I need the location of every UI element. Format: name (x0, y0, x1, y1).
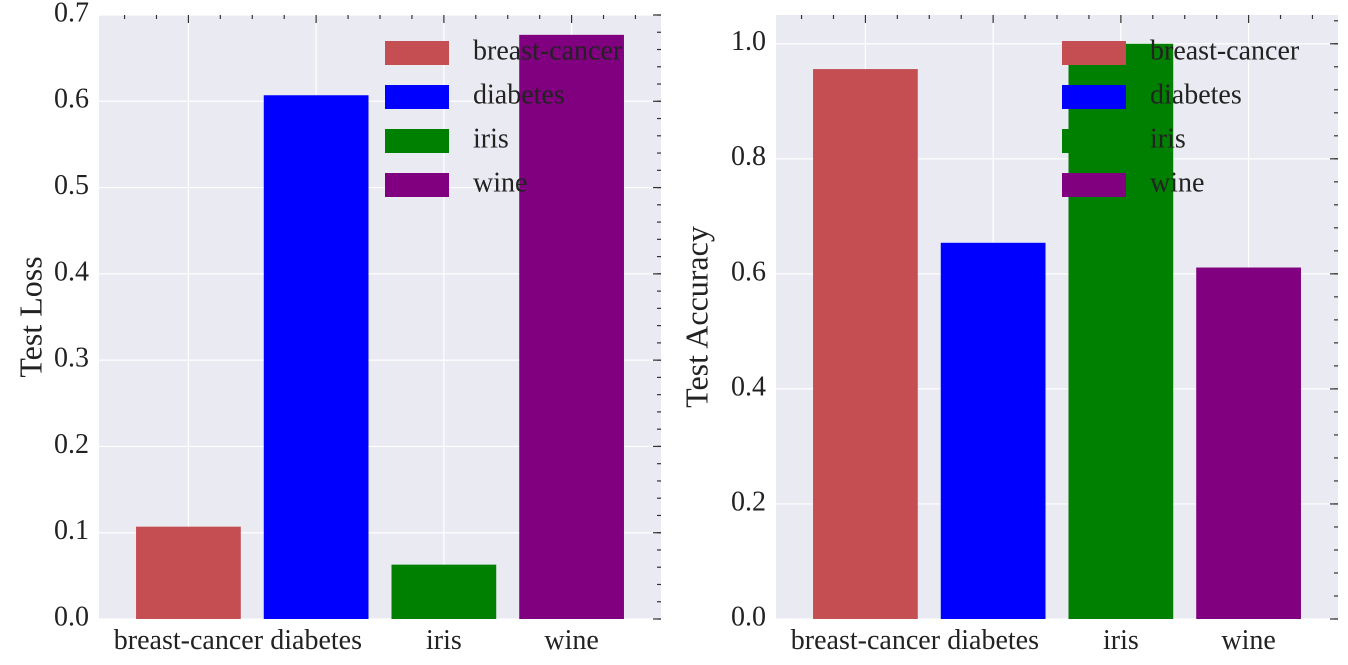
loss-y-tick-label: 0.0 (54, 601, 89, 632)
accuracy-bar-diabetes (940, 242, 1046, 619)
loss-bar-iris (391, 564, 497, 619)
loss-legend-label: diabetes (473, 79, 565, 110)
accuracy-minor-ticks (800, 15, 1338, 620)
accuracy-x-tick-label: diabetes (947, 625, 1039, 656)
loss-x-tick-labels: breast-cancer diabetes iris wine (114, 625, 599, 656)
accuracy-x-tick-label: iris (1103, 625, 1139, 656)
accuracy-y-axis-label: Test Accuracy (678, 226, 714, 408)
accuracy-y-tick-label: 0.6 (731, 256, 766, 287)
accuracy-legend-swatch-breast-cancer (1062, 41, 1126, 65)
accuracy-x-tick-label: breast-cancer (791, 625, 941, 656)
accuracy-y-tick-labels: 0.0 0.2 0.4 0.6 0.8 1.0 (731, 26, 766, 632)
loss-y-tick-label: 0.1 (54, 515, 89, 546)
accuracy-y-tick-label: 0.0 (731, 601, 766, 632)
accuracy-legend-label: breast-cancer (1150, 35, 1300, 66)
loss-y-axis-label: Test Loss (12, 256, 48, 377)
loss-legend-swatch-diabetes (385, 85, 449, 109)
loss-bar-diabetes (263, 95, 369, 619)
loss-x-tick-label: iris (426, 625, 462, 656)
accuracy-legend-swatch-iris (1062, 129, 1126, 153)
loss-x-tick-label: diabetes (270, 625, 362, 656)
accuracy-legend: breast-cancer diabetes iris wine (1062, 35, 1300, 198)
loss-chart-panel: 0.00.10.20.30.40.50.60.7 breast-cancer di… (12, 0, 661, 656)
loss-y-tick-label: 0.4 (54, 256, 89, 287)
accuracy-y-tick-label: 0.8 (731, 141, 766, 172)
accuracy-legend-label: wine (1150, 167, 1204, 198)
loss-legend-label: wine (473, 167, 527, 198)
accuracy-y-tick-label: 1.0 (731, 26, 766, 57)
loss-y-tick-labels: 0.0 0.1 0.2 0.3 0.4 0.5 0.6 0.7 (54, 0, 89, 632)
loss-legend-swatch-iris (385, 129, 449, 153)
accuracy-x-tick-labels: breast-cancer diabetes iris wine (791, 625, 1276, 656)
accuracy-legend-label: iris (1150, 123, 1186, 154)
accuracy-legend-label: diabetes (1150, 79, 1242, 110)
loss-minor-ticks (123, 14, 661, 620)
loss-y-tick-label: 0.5 (54, 170, 89, 201)
loss-y-tick-label: 0.2 (54, 429, 89, 460)
loss-legend-swatch-wine (385, 173, 449, 197)
loss-legend: breast-cancer diabetes iris wine (385, 35, 623, 198)
loss-x-tick-label: wine (544, 625, 598, 656)
accuracy-legend-swatch-wine (1062, 173, 1126, 197)
accuracy-y-tick-label: 0.2 (731, 486, 766, 517)
accuracy-x-tick-label: wine (1221, 625, 1275, 656)
loss-y-tick-label: 0.3 (54, 343, 89, 374)
loss-legend-label: iris (473, 123, 509, 154)
loss-legend-label: breast-cancer (473, 35, 623, 66)
accuracy-y-tick-label: 0.4 (731, 371, 766, 402)
accuracy-bar-wine (1196, 267, 1301, 619)
accuracy-chart-panel: 0.00.20.40.60.81.0 breast-cancer diabetes… (678, 15, 1338, 656)
accuracy-legend-swatch-diabetes (1062, 85, 1126, 109)
loss-y-tick-label: 0.6 (54, 84, 89, 115)
loss-x-tick-label: breast-cancer (114, 625, 264, 656)
accuracy-bar-breast-cancer (813, 69, 918, 619)
loss-bars (136, 34, 624, 620)
loss-legend-swatch-breast-cancer (385, 41, 449, 65)
loss-bar-breast-cancer (136, 526, 241, 619)
loss-y-tick-label: 0.7 (54, 0, 89, 28)
loss-bar-wine (519, 34, 624, 620)
